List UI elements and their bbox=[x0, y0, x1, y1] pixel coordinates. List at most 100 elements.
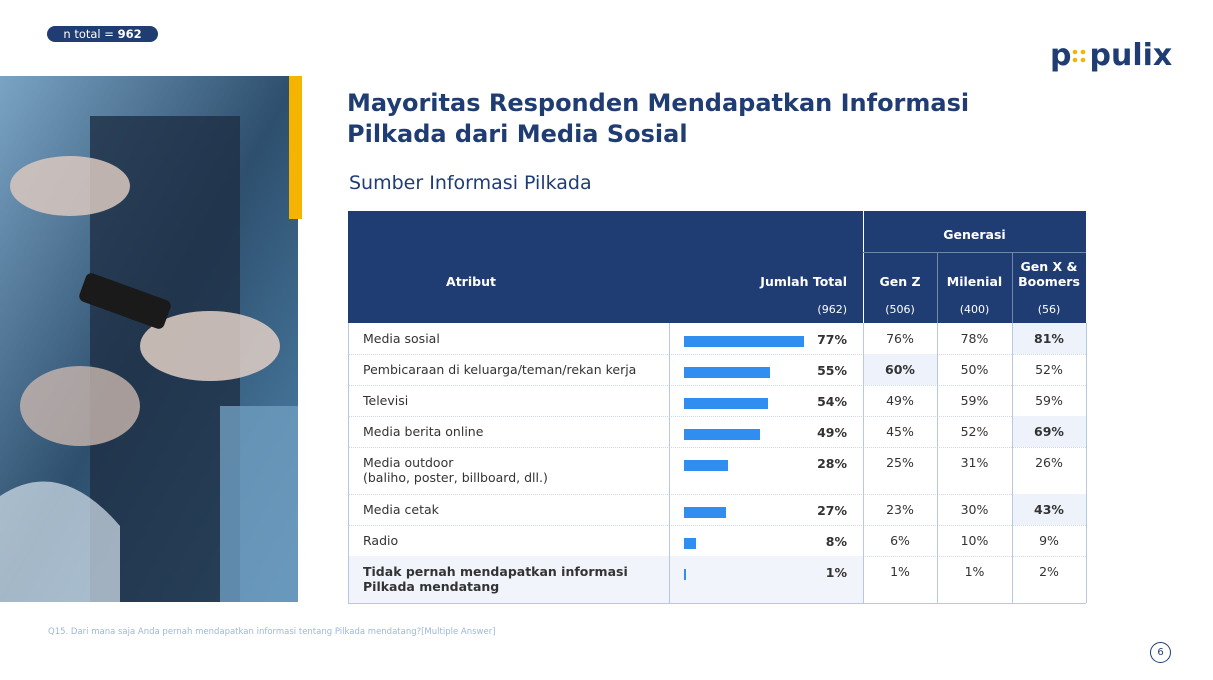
logo: p pulix bbox=[1050, 38, 1172, 73]
header-cell: Atribut bbox=[446, 274, 496, 289]
bar bbox=[684, 336, 805, 347]
title-line: Pilkada dari Media Sosial bbox=[347, 120, 688, 148]
row-divider bbox=[348, 385, 1086, 386]
row-divider bbox=[348, 494, 1086, 495]
total-label: 54% bbox=[817, 394, 847, 409]
bar bbox=[684, 538, 697, 549]
n-value: 962 bbox=[117, 27, 142, 41]
row-divider bbox=[348, 447, 1086, 448]
total-label: 55% bbox=[817, 363, 847, 378]
generation-value: 50% bbox=[960, 362, 989, 377]
header-cell: (962) bbox=[817, 303, 847, 316]
column-divider bbox=[1012, 323, 1013, 603]
header-cell: (56) bbox=[1037, 303, 1061, 316]
total-label: 1% bbox=[825, 565, 847, 580]
bar bbox=[684, 429, 761, 440]
label-line: Media cetak bbox=[363, 502, 439, 517]
page-number: 6 bbox=[1150, 642, 1171, 663]
generation-value: 2% bbox=[1039, 564, 1059, 579]
label-line: Tidak pernah mendapatkan informasi bbox=[363, 564, 628, 579]
header-cell: (400) bbox=[959, 303, 990, 316]
row-label: Media outdoor (baliho, poster, billboard,… bbox=[363, 455, 663, 485]
header-divider bbox=[863, 252, 1086, 253]
column-divider bbox=[348, 323, 349, 603]
table-header bbox=[348, 211, 1086, 323]
generation-value: 76% bbox=[886, 331, 914, 346]
accent-bar bbox=[289, 76, 302, 219]
bar bbox=[684, 367, 770, 378]
total-label: 27% bbox=[817, 503, 847, 518]
row-label: Media sosial bbox=[363, 331, 663, 346]
generation-value: 1% bbox=[964, 564, 985, 579]
row-divider bbox=[348, 416, 1086, 417]
label-line: Pembicaraan di keluarga/teman/rekan kerj… bbox=[363, 362, 637, 377]
bar bbox=[684, 398, 769, 409]
generation-value: 23% bbox=[886, 502, 914, 517]
row-label: Tidak pernah mendapatkan informasi Pilkad… bbox=[363, 564, 663, 594]
header-cell: Milenial bbox=[946, 274, 1003, 289]
total-label: 49% bbox=[817, 425, 847, 440]
row-label: Pembicaraan di keluarga/teman/rekan kerj… bbox=[363, 362, 663, 377]
title-line: Mayoritas Responden Mendapatkan Informas… bbox=[347, 89, 970, 117]
photo bbox=[0, 76, 298, 602]
column-divider bbox=[1086, 323, 1087, 603]
n-label: n total = bbox=[63, 27, 114, 41]
header-divider bbox=[937, 253, 938, 323]
generation-value: 26% bbox=[1035, 455, 1063, 470]
generation-value: 52% bbox=[1035, 362, 1063, 377]
total-label: 77% bbox=[817, 332, 847, 347]
label-line: Pilkada mendatang bbox=[363, 579, 500, 594]
label-line: Media outdoor bbox=[363, 455, 454, 470]
row-label: Media cetak bbox=[363, 502, 663, 517]
logo-dots bbox=[1073, 49, 1086, 62]
header-cell: Generasi bbox=[943, 227, 1006, 242]
logo-text: p bbox=[1050, 38, 1072, 73]
generation-value: 31% bbox=[960, 455, 989, 470]
header-cell: (506) bbox=[885, 303, 915, 316]
label-line: Radio bbox=[363, 533, 399, 548]
header-cell: Jumlah Total bbox=[760, 274, 847, 289]
generation-value: 59% bbox=[960, 393, 989, 408]
highlight-cell bbox=[1012, 416, 1086, 447]
generation-value: 78% bbox=[960, 331, 989, 346]
row-background bbox=[348, 556, 863, 603]
header-divider bbox=[1012, 253, 1013, 323]
generation-value: 49% bbox=[886, 393, 914, 408]
generation-value: 52% bbox=[960, 424, 989, 439]
bar bbox=[684, 507, 727, 518]
header-cell: Gen X & Boomers bbox=[1018, 259, 1080, 289]
row-label: Media berita online bbox=[363, 424, 663, 439]
bar bbox=[684, 569, 686, 580]
generation-value: 81% bbox=[1034, 331, 1064, 346]
row-divider bbox=[348, 354, 1086, 355]
footnote: Q15. Dari mana saja Anda pernah mendapat… bbox=[48, 627, 496, 637]
row-label: Televisi bbox=[363, 393, 663, 408]
generation-value: 6% bbox=[890, 533, 910, 548]
total-label: 28% bbox=[817, 456, 847, 471]
highlight-cell bbox=[863, 354, 937, 385]
generation-value: 10% bbox=[960, 533, 989, 548]
header-divider bbox=[863, 211, 864, 323]
generation-value: 43% bbox=[1034, 502, 1064, 517]
generation-value: 9% bbox=[1039, 533, 1059, 548]
header-cell: Gen Z bbox=[879, 274, 921, 289]
total-label: 8% bbox=[825, 534, 847, 549]
label-line: Televisi bbox=[363, 393, 409, 408]
title: Mayoritas Responden Mendapatkan Informas… bbox=[347, 88, 969, 150]
label-line: (baliho, poster, billboard, dll.) bbox=[363, 470, 548, 485]
column-divider bbox=[863, 323, 864, 603]
row-divider bbox=[348, 525, 1086, 526]
bar bbox=[684, 460, 728, 471]
column-divider bbox=[669, 323, 670, 603]
generation-value: 45% bbox=[886, 424, 914, 439]
generation-value: 1% bbox=[890, 564, 910, 579]
highlight-cell bbox=[1012, 323, 1086, 354]
n-total-pill: n total = 962 bbox=[47, 26, 158, 42]
label-line: Media sosial bbox=[363, 331, 440, 346]
generation-value: 69% bbox=[1034, 424, 1064, 439]
logo-text: pulix bbox=[1089, 38, 1173, 73]
generation-value: 25% bbox=[886, 455, 914, 470]
label-line: Media berita online bbox=[363, 424, 484, 439]
table-bottom bbox=[348, 603, 1086, 604]
